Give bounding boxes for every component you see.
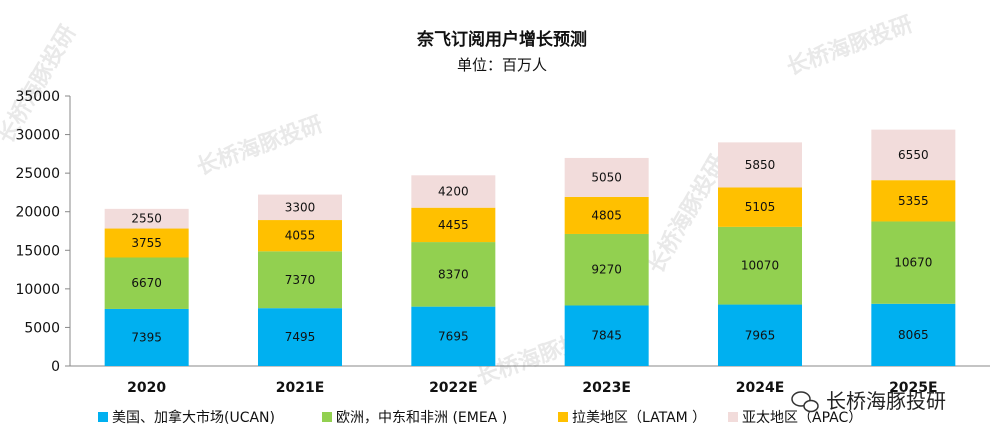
bar-data-label: 7845 (591, 329, 622, 343)
bar-data-label: 8370 (438, 267, 469, 281)
bar-segment (104, 257, 189, 309)
bar-data-label: 4455 (438, 218, 469, 232)
watermark-text-2: 长桥海豚投研 (783, 11, 916, 81)
bar-segment (564, 233, 649, 306)
bar-data-label: 3755 (131, 236, 162, 250)
bar-segment (411, 306, 496, 366)
legend-entry-label: 亚太地区（APAC） (742, 410, 862, 426)
bar-segment (871, 221, 956, 304)
bar-segment (258, 194, 342, 221)
bar-data-label: 7395 (131, 330, 162, 344)
y-tick-label: 20000 (15, 205, 60, 221)
bar-segment (718, 187, 802, 227)
bar-data-label: 7495 (285, 330, 316, 344)
bar-segment (104, 208, 189, 229)
bar-segment (564, 157, 649, 197)
chart-subtitle: 单位：百万人 (457, 56, 547, 74)
legend-swatch (558, 412, 568, 422)
bar-data-label: 2550 (131, 212, 162, 226)
y-tick-label: 0 (51, 359, 60, 375)
y-tick-label: 35000 (15, 89, 60, 105)
y-tick-label: 15000 (15, 243, 60, 259)
bar-data-label: 10670 (894, 256, 932, 270)
x-category-label: 2021E (276, 380, 325, 396)
legend-entry-label: 欧洲，中东和非洲 (EMEA ) (336, 410, 507, 426)
bar-data-label: 6550 (898, 148, 929, 162)
bar-data-label: 8065 (898, 328, 929, 342)
legend-swatch (98, 412, 108, 422)
y-tick-label: 10000 (15, 282, 60, 298)
x-category-label: 2022E (429, 380, 478, 396)
legend-swatch (728, 412, 738, 422)
bar-data-label: 5105 (745, 200, 776, 214)
bar-segment (564, 305, 649, 366)
x-category-label: 2025E (889, 380, 938, 396)
bar-segment (258, 308, 342, 366)
bar-segment (411, 242, 496, 307)
bar-segment (871, 129, 956, 181)
bar-data-label: 7695 (438, 329, 469, 343)
bar-segment (871, 180, 956, 222)
bar-data-label: 4805 (591, 208, 622, 222)
watermark-text-1: 长桥海豚投研 (193, 111, 326, 181)
legend-swatch (322, 412, 332, 422)
bar-data-label: 3300 (285, 200, 316, 214)
bar-segment (871, 303, 956, 366)
bar-data-label: 4055 (285, 229, 316, 243)
bar-data-label: 7370 (285, 273, 316, 287)
bar-data-label: 5850 (745, 158, 776, 172)
watermark-logo-text: 长桥海豚投研 (826, 389, 946, 413)
bar-segment (258, 251, 342, 309)
legend: 美国、加拿大市场(UCAN) 欧洲，中东和非洲 (EMEA ) 拉美地区（LATAM… (98, 409, 862, 426)
x-axis-category-labels: 2020 2021E 2022E 2023E 2024E 2025E (127, 380, 937, 396)
bars: 7395 6670 3755 2550 7495 7370 4055 3300 7695 8370… (104, 129, 956, 366)
x-category-label: 2020 (127, 380, 166, 396)
watermark-text-5: 长桥海豚投研 (643, 151, 732, 278)
legend-entry-label: 拉美地区（LATAM ） (572, 410, 706, 426)
y-tick-label: 5000 (24, 320, 60, 336)
bar-segment (104, 228, 189, 258)
watermark-logo: 长桥海豚投研 (791, 389, 946, 413)
bar-data-label: 5355 (898, 194, 929, 208)
x-category-label: 2023E (582, 380, 631, 396)
bar-data-label: 4200 (438, 185, 469, 199)
bar-data-label: 5050 (591, 170, 622, 184)
bar-segment (718, 304, 802, 366)
bar-segment (718, 226, 802, 305)
bar-segment (258, 220, 342, 252)
bar-segment (411, 175, 496, 208)
legend-entry-label: 美国、加拿大市场(UCAN) (112, 409, 275, 426)
bar-data-label: 9270 (591, 263, 622, 277)
bar-segment (718, 142, 802, 188)
wechat-icon (791, 391, 819, 413)
y-tick-label: 30000 (15, 128, 60, 144)
x-category-label: 2024E (736, 380, 785, 396)
bar-segment (411, 207, 496, 243)
y-axis-ticks: 0 5000 10000 15000 20000 25000 30000 35000 (15, 89, 70, 375)
bar-data-label: 10070 (741, 259, 779, 273)
bar-segment (104, 308, 189, 366)
bar-data-label: 6670 (131, 276, 162, 290)
chart-title: 奈飞订阅用户增长预测 (416, 29, 587, 50)
y-tick-label: 25000 (15, 166, 60, 182)
bar-segment (564, 196, 649, 234)
bar-data-label: 7965 (745, 328, 776, 342)
